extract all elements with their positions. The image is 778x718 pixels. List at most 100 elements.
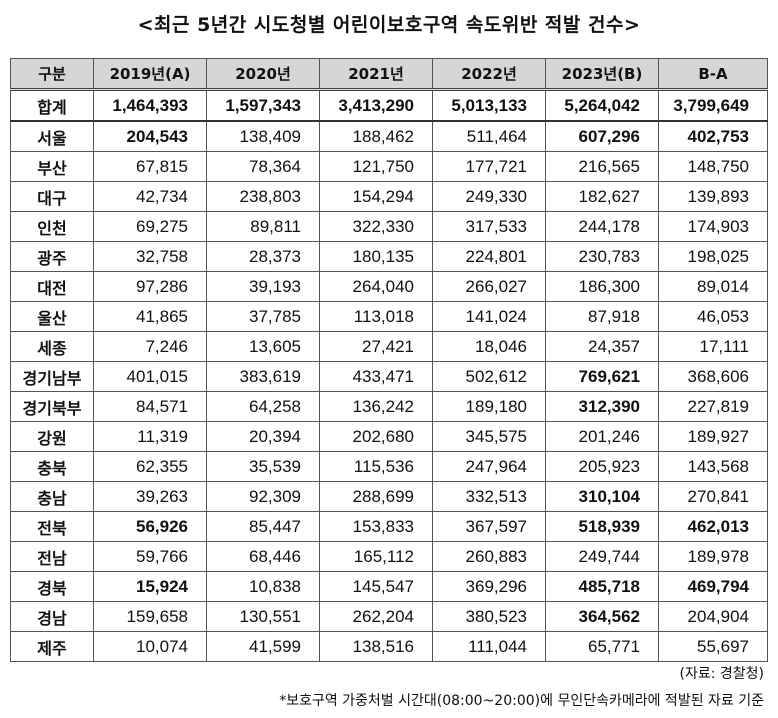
value-cell: 138,409 xyxy=(206,120,320,152)
value-cell: 141,024 xyxy=(432,301,546,332)
value-cell: 189,927 xyxy=(658,421,768,452)
value-cell: 204,543 xyxy=(93,120,207,152)
value-cell: 10,838 xyxy=(206,571,320,602)
value-cell: 10,074 xyxy=(93,631,207,662)
value-cell: 345,575 xyxy=(432,421,546,452)
value-cell: 270,841 xyxy=(658,481,768,512)
value-cell: 189,978 xyxy=(658,541,768,572)
value-cell: 322,330 xyxy=(319,211,433,242)
region-cell: 전북 xyxy=(10,511,94,542)
table-row: 전남 59,766 68,446 165,112 260,883 249,744 189,9… xyxy=(10,541,768,572)
value-cell: 17,111 xyxy=(658,331,768,362)
value-cell: 188,462 xyxy=(319,120,433,152)
value-cell: 511,464 xyxy=(432,120,546,152)
region-cell: 경남 xyxy=(10,601,94,632)
value-cell: 11,319 xyxy=(93,421,207,452)
table-row: 울산 41,865 37,785 113,018 141,024 87,918 46,053 xyxy=(10,301,768,332)
value-cell: 230,783 xyxy=(545,241,659,272)
value-cell: 227,819 xyxy=(658,391,768,422)
value-cell: 37,785 xyxy=(206,301,320,332)
value-cell: 62,355 xyxy=(93,451,207,482)
value-cell: 92,309 xyxy=(206,481,320,512)
table-body: 합계 1,464,393 1,597,343 3,413,290 5,013,133 5,… xyxy=(10,89,768,662)
value-cell: 174,903 xyxy=(658,211,768,242)
value-cell: 165,112 xyxy=(319,541,433,572)
value-cell: 383,619 xyxy=(206,361,320,392)
value-cell: 15,924 xyxy=(93,571,207,602)
value-cell: 1,464,393 xyxy=(93,89,207,122)
region-cell: 강원 xyxy=(10,421,94,452)
table-row: 부산 67,815 78,364 121,750 177,721 216,565 148,7… xyxy=(10,151,768,182)
value-cell: 121,750 xyxy=(319,151,433,182)
value-cell: 247,964 xyxy=(432,451,546,482)
value-cell: 264,040 xyxy=(319,271,433,302)
value-cell: 18,046 xyxy=(432,331,546,362)
region-cell: 경북 xyxy=(10,571,94,602)
value-cell: 3,413,290 xyxy=(319,89,433,122)
value-cell: 518,939 xyxy=(545,511,659,542)
table-row: 대구 42,734 238,803 154,294 249,330 182,627 139,… xyxy=(10,181,768,212)
value-cell: 369,296 xyxy=(432,571,546,602)
value-cell: 89,014 xyxy=(658,271,768,302)
region-cell: 제주 xyxy=(10,631,94,662)
value-cell: 27,421 xyxy=(319,331,433,362)
region-cell: 합계 xyxy=(10,89,94,122)
total-row: 합계 1,464,393 1,597,343 3,413,290 5,013,133 5,… xyxy=(10,89,768,122)
value-cell: 3,799,649 xyxy=(658,89,768,122)
value-cell: 202,680 xyxy=(319,421,433,452)
value-cell: 138,516 xyxy=(319,631,433,662)
value-cell: 332,513 xyxy=(432,481,546,512)
value-cell: 249,744 xyxy=(545,541,659,572)
footnote: *보호구역 가중처벌 시간대(08:00~20:00)에 무인단속카메라에 적발… xyxy=(279,693,764,709)
value-cell: 136,242 xyxy=(319,391,433,422)
value-cell: 401,015 xyxy=(93,361,207,392)
column-header-difference: B-A xyxy=(658,58,768,90)
value-cell: 367,597 xyxy=(432,511,546,542)
value-cell: 201,246 xyxy=(545,421,659,452)
header-row: 구분 2019년(A) 2020년 2021년 2022년 2023년(B) B… xyxy=(10,58,768,90)
region-cell: 울산 xyxy=(10,301,94,332)
value-cell: 20,394 xyxy=(206,421,320,452)
value-cell: 28,373 xyxy=(206,241,320,272)
region-cell: 전남 xyxy=(10,541,94,572)
value-cell: 143,568 xyxy=(658,451,768,482)
value-cell: 177,721 xyxy=(432,151,546,182)
value-cell: 148,750 xyxy=(658,151,768,182)
region-cell: 충남 xyxy=(10,481,94,512)
value-cell: 56,926 xyxy=(93,511,207,542)
region-cell: 대전 xyxy=(10,271,94,302)
table-row: 경북 15,924 10,838 145,547 369,296 485,718 469,7… xyxy=(10,571,768,602)
value-cell: 69,275 xyxy=(93,211,207,242)
column-header-2021: 2021년 xyxy=(319,58,433,90)
value-cell: 84,571 xyxy=(93,391,207,422)
value-cell: 469,794 xyxy=(658,571,768,602)
region-cell: 경기북부 xyxy=(10,391,94,422)
value-cell: 39,193 xyxy=(206,271,320,302)
value-cell: 130,551 xyxy=(206,601,320,632)
value-cell: 5,013,133 xyxy=(432,89,546,122)
value-cell: 312,390 xyxy=(545,391,659,422)
table-row: 세종 7,246 13,605 27,421 18,046 24,357 17,111 xyxy=(10,331,768,362)
value-cell: 85,447 xyxy=(206,511,320,542)
violation-table: 구분 2019년(A) 2020년 2021년 2022년 2023년(B) B… xyxy=(10,58,768,662)
value-cell: 462,013 xyxy=(658,511,768,542)
value-cell: 46,053 xyxy=(658,301,768,332)
value-cell: 262,204 xyxy=(319,601,433,632)
value-cell: 204,904 xyxy=(658,601,768,632)
value-cell: 41,599 xyxy=(206,631,320,662)
value-cell: 55,697 xyxy=(658,631,768,662)
value-cell: 39,263 xyxy=(93,481,207,512)
source-text: (자료: 경찰청) xyxy=(679,666,765,682)
table-row: 충북 62,355 35,539 115,536 247,964 205,923 143,5… xyxy=(10,451,768,482)
value-cell: 139,893 xyxy=(658,181,768,212)
value-cell: 7,246 xyxy=(93,331,207,362)
column-header-2023: 2023년(B) xyxy=(545,58,659,90)
value-cell: 32,758 xyxy=(93,241,207,272)
value-cell: 198,025 xyxy=(658,241,768,272)
value-cell: 402,753 xyxy=(658,120,768,152)
region-cell: 서울 xyxy=(10,120,94,152)
value-cell: 205,923 xyxy=(545,451,659,482)
value-cell: 485,718 xyxy=(545,571,659,602)
table-row: 경남 159,658 130,551 262,204 380,523 364,562 204… xyxy=(10,601,768,632)
value-cell: 502,612 xyxy=(432,361,546,392)
